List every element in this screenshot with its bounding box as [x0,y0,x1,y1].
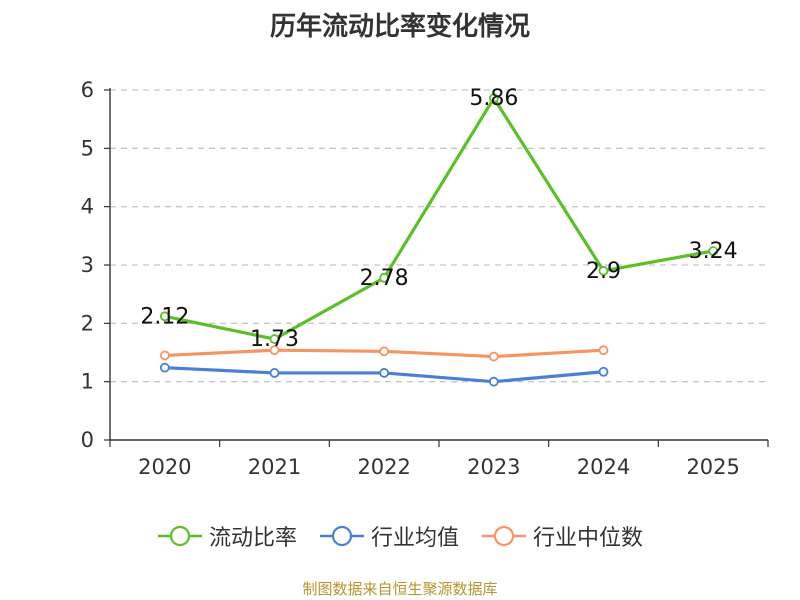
legend-swatch [482,525,526,547]
legend-label: 流动比率 [208,526,297,551]
data-point-3 [488,351,499,362]
y-tick-label: 6 [81,78,94,102]
data-point-1 [488,93,499,104]
data-point-3 [379,346,390,357]
data-point-3 [159,350,170,361]
data-point-2 [379,368,390,378]
axis-layer: 0 1 2 3 4 5 6 2020 2021 2022 2023 2024 2025 [81,78,769,479]
legend-label: 行业均值 [370,526,459,551]
legend-item-3[interactable]: 行业中位数 [481,520,643,552]
y-tick-label: 1 [81,370,94,394]
data-point-1 [708,246,719,256]
y-tick-label: 0 [81,428,94,452]
series-layer [159,93,719,387]
legend-item-1[interactable]: 流动比率 [157,520,297,552]
legend-label: 行业中位数 [533,526,644,551]
data-label: 2.12 [140,304,189,329]
x-tick-label: 2021 [248,455,301,479]
y-tick-label: 2 [81,311,94,335]
grid-layer [110,89,768,383]
x-tick-label: 2020 [138,455,191,479]
x-tick-label: 2022 [357,455,410,479]
y-tick-label: 3 [81,253,94,277]
data-point-1 [598,265,609,276]
data-point-1 [379,272,390,283]
data-label: 3.24 [689,239,738,264]
data-point-3 [269,345,280,356]
y-tick-label: 4 [81,195,94,219]
series-line-1 [164,96,714,341]
x-tick-label: 2023 [467,455,520,479]
data-point-2 [269,368,280,378]
data-label: 2.9 [586,259,621,284]
x-tick-label: 2025 [686,455,739,479]
legend: 流动比率 行业均值 行业中位数 [0,520,800,552]
chart-title: 历年流动比率变化情况 [269,12,530,42]
data-label: 5.86 [469,86,518,111]
source-note: 制图数据来自恒生聚源数据库 [302,580,498,598]
data-point-2 [159,362,170,373]
data-point-1 [159,311,170,322]
data-point-1 [269,334,280,344]
data-label: 1.73 [250,327,299,352]
data-label: 2.78 [360,266,409,291]
legend-item-2[interactable]: 行业均值 [319,520,459,552]
data-point-2 [488,376,499,387]
legend-swatch [319,525,364,547]
y-tick-label: 5 [81,136,94,160]
data-point-2 [598,366,609,377]
data-point-3 [598,345,609,356]
label-layer: 2.12 1.73 2.78 5.86 2.9 3.24 [140,86,737,352]
legend-swatch [157,525,202,547]
x-tick-label: 2024 [577,455,630,479]
